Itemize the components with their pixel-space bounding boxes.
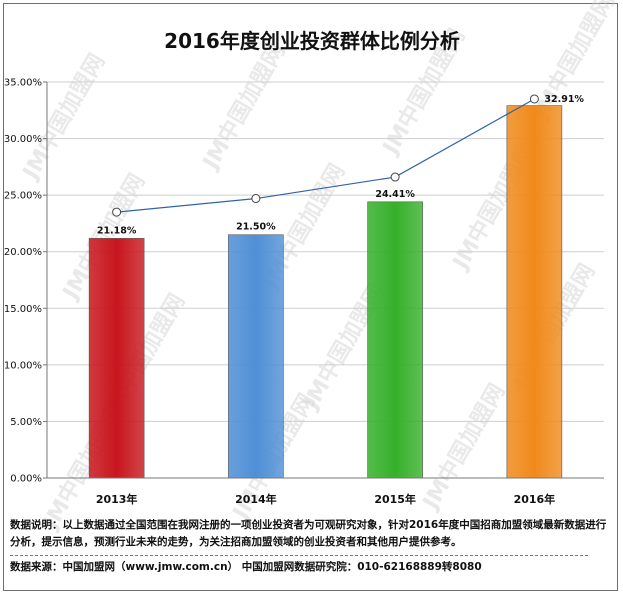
- x-tick-label-2: 2015年: [374, 492, 416, 506]
- x-axis: 2013年 2014年 2015年 2016年: [47, 477, 604, 506]
- watermark-text-0: JM中国加盟网: [18, 50, 111, 186]
- notes-panel: 数据说明：以上数据通过全国范围在我网注册的一项创业投资者为可观研究对象，针对20…: [10, 517, 610, 576]
- x-tick-label-0: 2013年: [96, 492, 138, 506]
- data-label-1: 21.50%: [236, 222, 276, 233]
- bar-3: [506, 105, 563, 479]
- bars: [88, 105, 563, 479]
- data-description: 数据说明：以上数据通过全国范围在我网注册的一项创业投资者为可观研究对象，针对20…: [10, 519, 607, 548]
- bar-1: [228, 234, 284, 479]
- watermark-text-1: JM中国加盟网: [198, 40, 291, 176]
- y-tick-label-7: 35.00%: [4, 78, 42, 89]
- watermark-text-12: JM中国加盟网: [418, 380, 511, 516]
- trend-point-2: [390, 172, 400, 182]
- y-tick-label-3: 15.00%: [4, 304, 42, 315]
- trend-line-path: [116, 98, 535, 213]
- data-label-2: 24.41%: [375, 189, 415, 200]
- x-tick-label-1: 2014年: [235, 492, 277, 506]
- notes-divider: [10, 555, 588, 556]
- trend-point-1: [251, 194, 261, 204]
- y-tick-label-2: 10.00%: [4, 360, 42, 371]
- data-label-0: 21.18%: [97, 225, 137, 236]
- y-axis: 0.00% 5.00% 10.00% 15.00% 20.00% 25.00% 30.00%…: [4, 78, 48, 485]
- data-label-3: 32.91%: [544, 94, 584, 105]
- bar-0: [88, 238, 145, 479]
- y-tick-label-1: 5.00%: [10, 417, 42, 428]
- trend-point-0: [112, 207, 122, 217]
- y-tick-label-0: 0.00%: [10, 474, 42, 485]
- data-source: 数据来源：中国加盟网（www.jmw.com.cn） 中国加盟网数据研究院：01…: [10, 561, 482, 573]
- trend-line: [112, 94, 539, 217]
- y-tick-label-5: 25.00%: [4, 191, 42, 202]
- y-tick-label-4: 20.00%: [4, 247, 42, 258]
- data-labels: 21.18% 21.50% 24.41% 32.91%: [97, 94, 585, 236]
- chart-title: 2016年度创业投资群体比例分析: [164, 29, 460, 53]
- bar-2: [367, 201, 423, 479]
- trend-point-3: [529, 94, 539, 104]
- x-tick-label-3: 2016年: [514, 492, 556, 506]
- y-tick-label-6: 30.00%: [4, 134, 42, 145]
